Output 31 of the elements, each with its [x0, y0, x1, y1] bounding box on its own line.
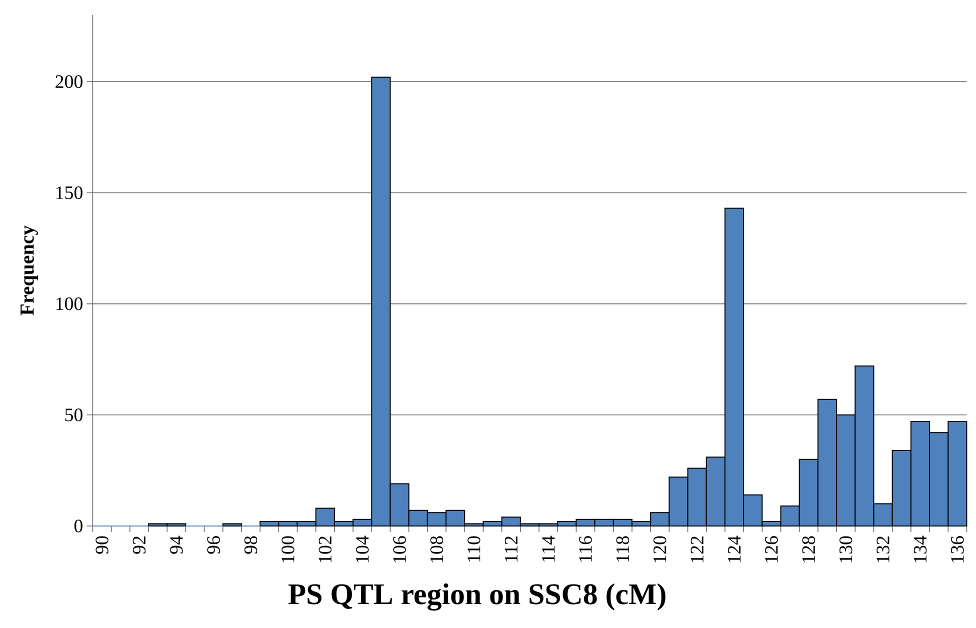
x-tick-label: 134: [914, 536, 927, 562]
x-tick-label: 102: [318, 536, 332, 562]
x-tick-label: 116: [579, 536, 592, 562]
x-axis-title: PS QTL region on SSC8 (cM): [288, 583, 666, 611]
y-tick-label: 50: [65, 408, 82, 422]
x-tick-label: 94: [170, 536, 183, 554]
x-tick-label: 106: [393, 536, 406, 562]
x-tick-label: 110: [468, 536, 480, 562]
x-tick-label: 92: [132, 536, 146, 554]
x-tick-label: 98: [244, 536, 258, 554]
x-tick-label: 122: [690, 536, 704, 562]
x-tick-label: 136: [951, 536, 964, 562]
x-tick-label: 130: [839, 536, 852, 562]
y-tick-label: 100: [56, 297, 82, 310]
x-tick-label: 128: [802, 536, 816, 562]
x-tick-label: 124: [728, 536, 741, 562]
y-axis-title: Frequency: [20, 225, 38, 316]
x-tick-label: 96: [207, 536, 220, 554]
x-tick-label: 132: [876, 536, 890, 562]
y-tick-label: 150: [56, 186, 82, 200]
x-tick-label: 118: [616, 536, 630, 562]
y-tick-label: 0: [74, 520, 82, 532]
y-tick-label: 200: [56, 75, 82, 88]
x-tick-label: 114: [542, 536, 555, 562]
x-tick-label: 120: [654, 536, 666, 562]
x-tick-label: 112: [504, 536, 518, 562]
x-tick-label: 126: [765, 536, 778, 562]
x-tick-label: 108: [430, 536, 444, 562]
x-tick-label: 90: [96, 536, 108, 554]
x-tick-label: 100: [282, 536, 294, 562]
x-tick-label: 104: [356, 536, 369, 562]
